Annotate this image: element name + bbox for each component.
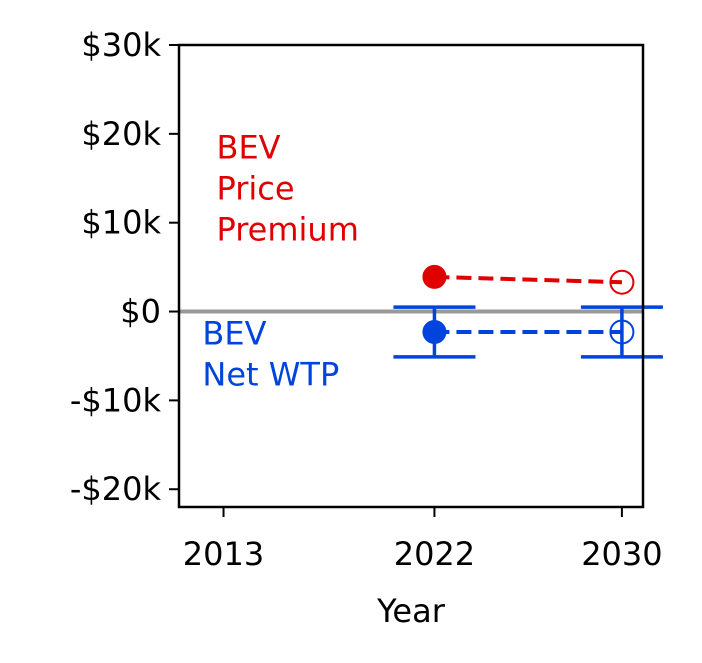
data-point [422,319,447,344]
series-line [434,274,622,285]
annotation-line: BEV [216,129,280,167]
series-0 [422,264,635,295]
y-tick-label: $20k [81,115,161,153]
y-tick-label: $10k [81,204,161,242]
series-1 [393,305,663,359]
annotation-1: BEV Net WTP [202,314,339,393]
x-axis-label: Year [376,592,446,630]
annotation-line: Net WTP [202,355,339,393]
x-tick-label: 2022 [394,535,475,573]
data-point [609,269,635,295]
annotation-0: BEV Price Premium [216,129,358,249]
annotation-line: Premium [216,211,358,249]
x-tick-label: 2013 [183,535,264,573]
y-tick-label: -$20k [70,470,162,508]
y-tick-label: $0 [120,293,161,331]
y-tick-label: $30k [81,26,161,64]
plot-frame [177,43,645,509]
y-tick-label: -$10k [70,381,162,419]
data-point [422,264,447,289]
data-point [609,319,635,345]
x-tick-label: 2030 [581,535,662,573]
annotation-line: BEV [202,314,266,352]
annotation-line: Price [216,170,294,208]
